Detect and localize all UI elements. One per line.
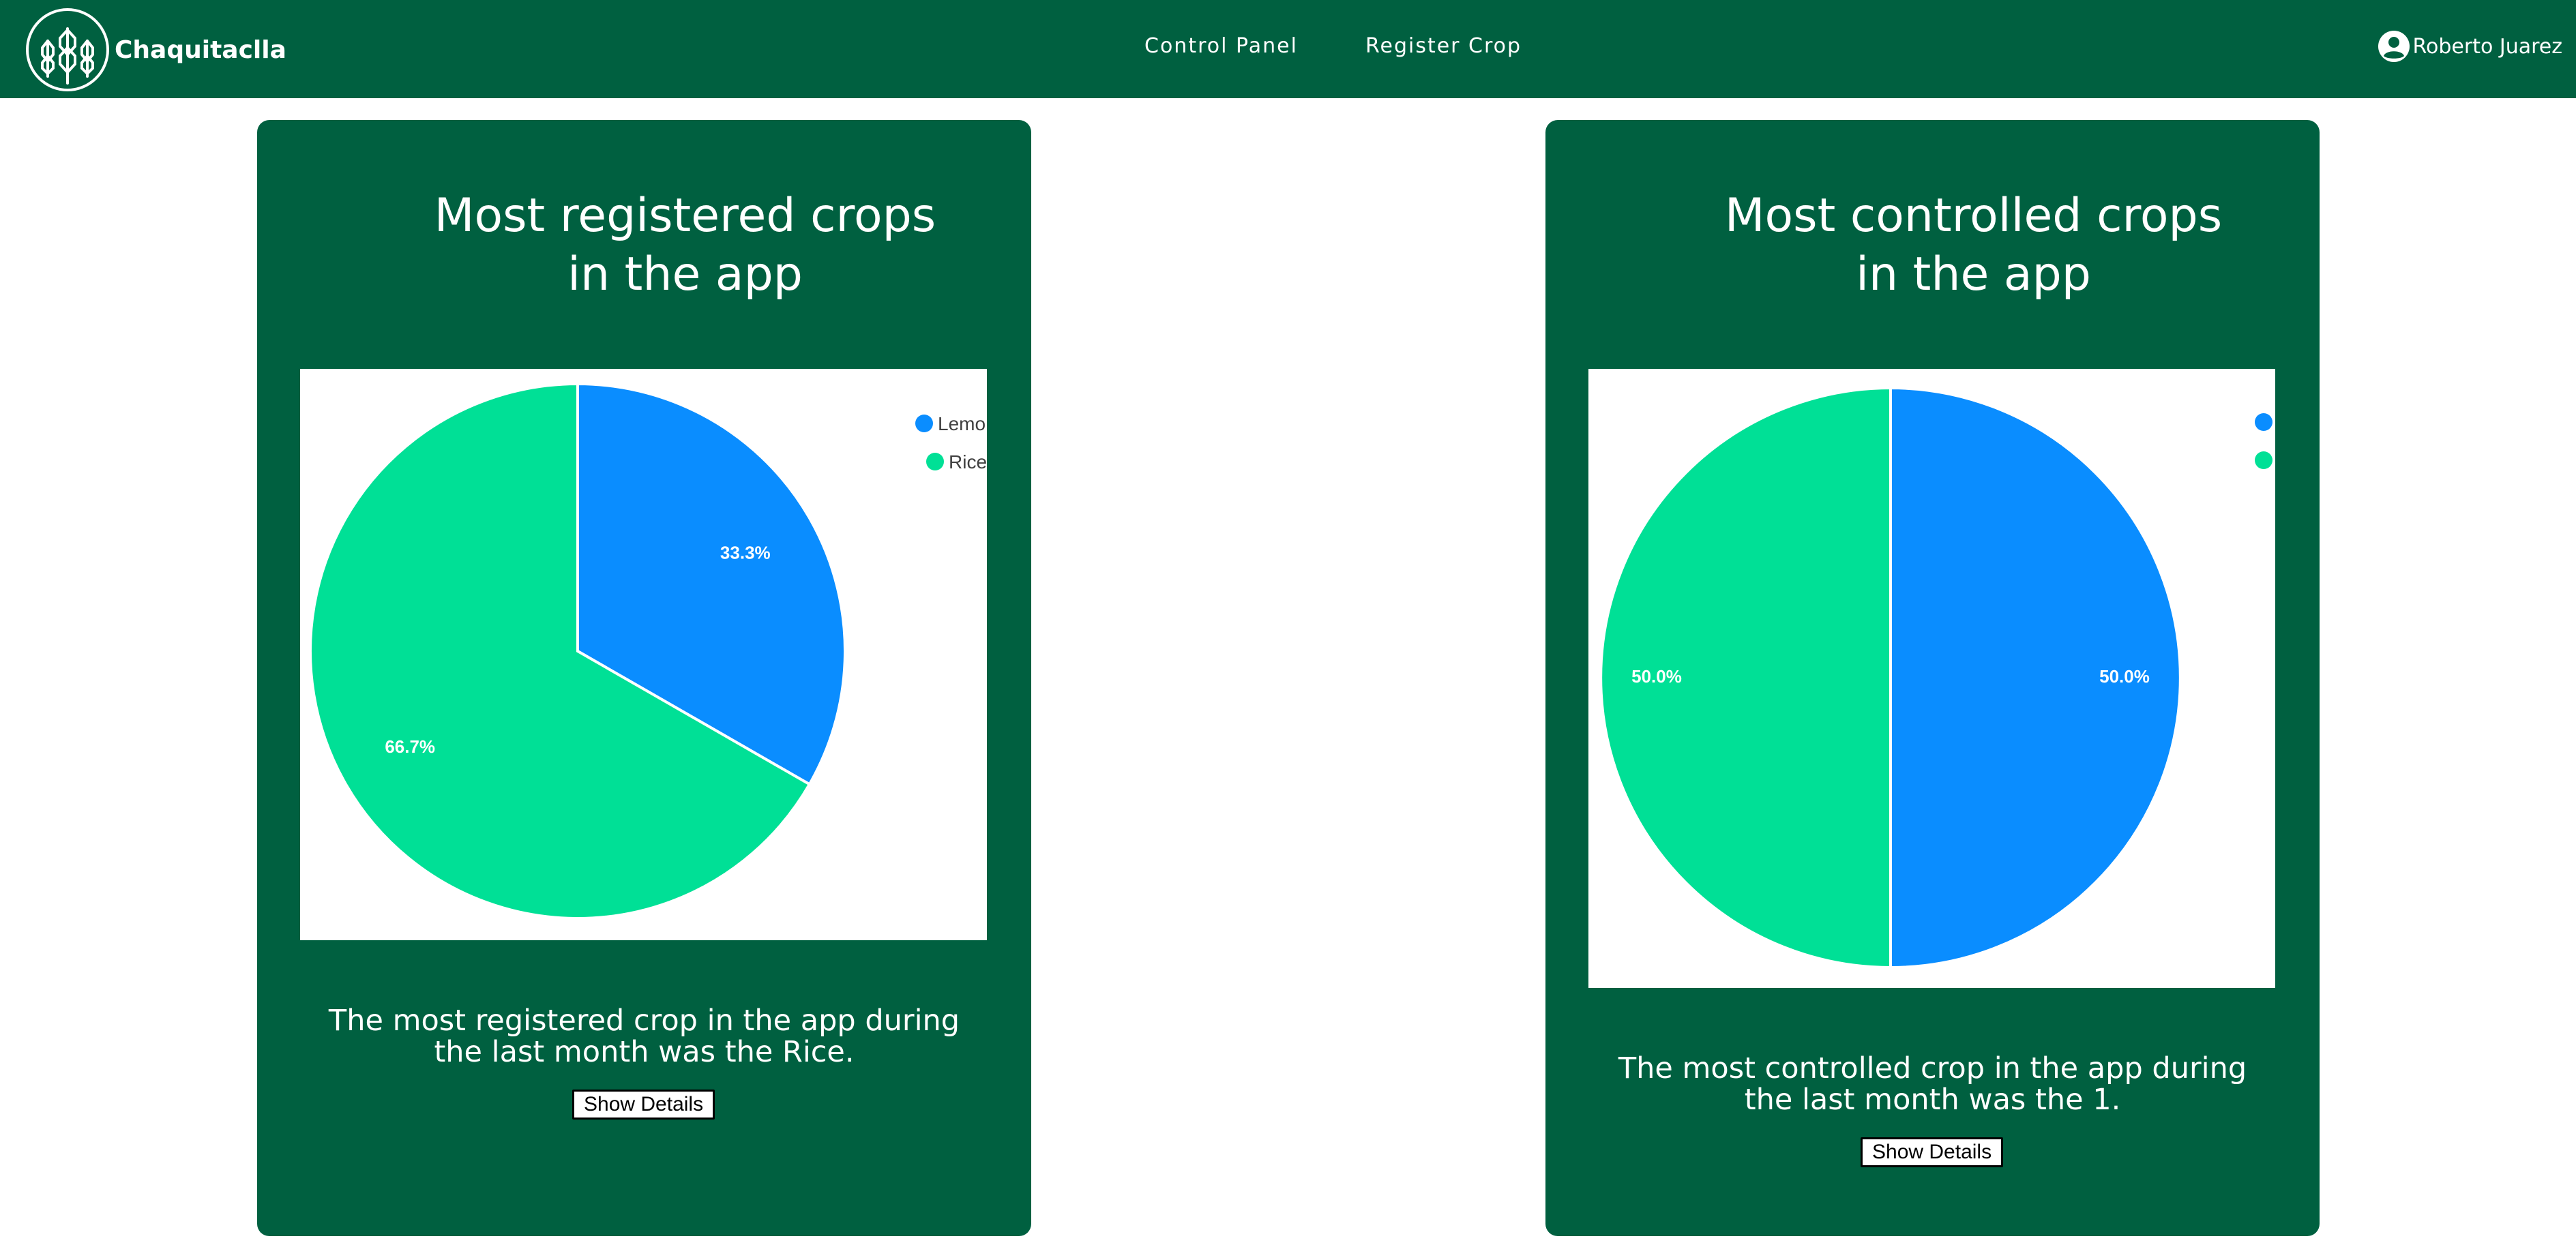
description-line-2: the last month was the Rice. — [434, 1035, 855, 1069]
user-circle-icon — [2378, 31, 2410, 62]
user-menu[interactable]: Roberto Juarez — [2378, 30, 2562, 63]
description-line-2: the last month was the 1. — [1744, 1083, 2121, 1117]
pie-slice-1[interactable] — [1599, 386, 1892, 970]
legend-marker — [915, 415, 933, 432]
description-line-1: The most registered crop in the app duri… — [328, 1004, 960, 1038]
show-details-button[interactable]: Show Details — [572, 1090, 715, 1120]
card-title-line-1: Most registered crops — [434, 189, 936, 243]
legend-marker — [926, 453, 944, 470]
registered-crops-chart: 33.3% 66.7% Lemo Rice — [300, 369, 987, 940]
pie-chart: 33.3% 66.7% Lemo Rice — [309, 382, 987, 920]
slice-label: 66.7% — [385, 736, 435, 757]
legend-label: Lemo — [938, 413, 986, 434]
nav-control-panel[interactable]: Control Panel — [1144, 34, 1298, 58]
card-title-line-1: Most controlled crops — [1724, 189, 2223, 243]
description-line-1: The most controlled crop in the app duri… — [1618, 1051, 2247, 1085]
pie-slice-1[interactable] — [309, 382, 812, 920]
user-name: Roberto Juarez — [2412, 34, 2562, 59]
show-details-button[interactable]: Show Details — [1861, 1137, 2004, 1167]
card-title-line-2: in the app — [1856, 247, 2091, 301]
pie-chart: 50.0% 50.0% — [1599, 386, 2272, 970]
legend-marker — [2255, 413, 2272, 431]
card-description: The most registered crop in the app duri… — [257, 1005, 1031, 1068]
slice-label: 50.0% — [1631, 666, 1682, 687]
registered-crops-card: Most registered crops in the app 33.3% 66… — [257, 120, 1031, 1236]
controlled-crops-chart: 50.0% 50.0% — [1588, 369, 2275, 988]
legend-marker — [2255, 451, 2272, 469]
card-title: Most registered crops in the app — [257, 187, 1031, 304]
slice-label: 33.3% — [720, 543, 771, 563]
legend-label: Rice — [949, 451, 987, 472]
slice-label: 50.0% — [2099, 666, 2150, 687]
brand[interactable]: Chaquitaclla — [25, 7, 286, 93]
card-title: Most controlled crops in the app — [1545, 187, 2320, 304]
controlled-crops-card: Most controlled crops in the app 50.0% 50… — [1545, 120, 2320, 1236]
card-title-line-2: in the app — [567, 247, 803, 301]
top-navbar: Chaquitaclla Control Panel Register Crop… — [0, 0, 2576, 98]
pie-slice-0[interactable] — [576, 382, 846, 787]
card-description: The most controlled crop in the app duri… — [1545, 1053, 2320, 1115]
wheat-logo-icon — [26, 8, 109, 91]
pie-slice-0[interactable] — [1889, 386, 2182, 970]
brand-name: Chaquitaclla — [115, 35, 286, 64]
nav-register-crop[interactable]: Register Crop — [1365, 34, 1522, 58]
